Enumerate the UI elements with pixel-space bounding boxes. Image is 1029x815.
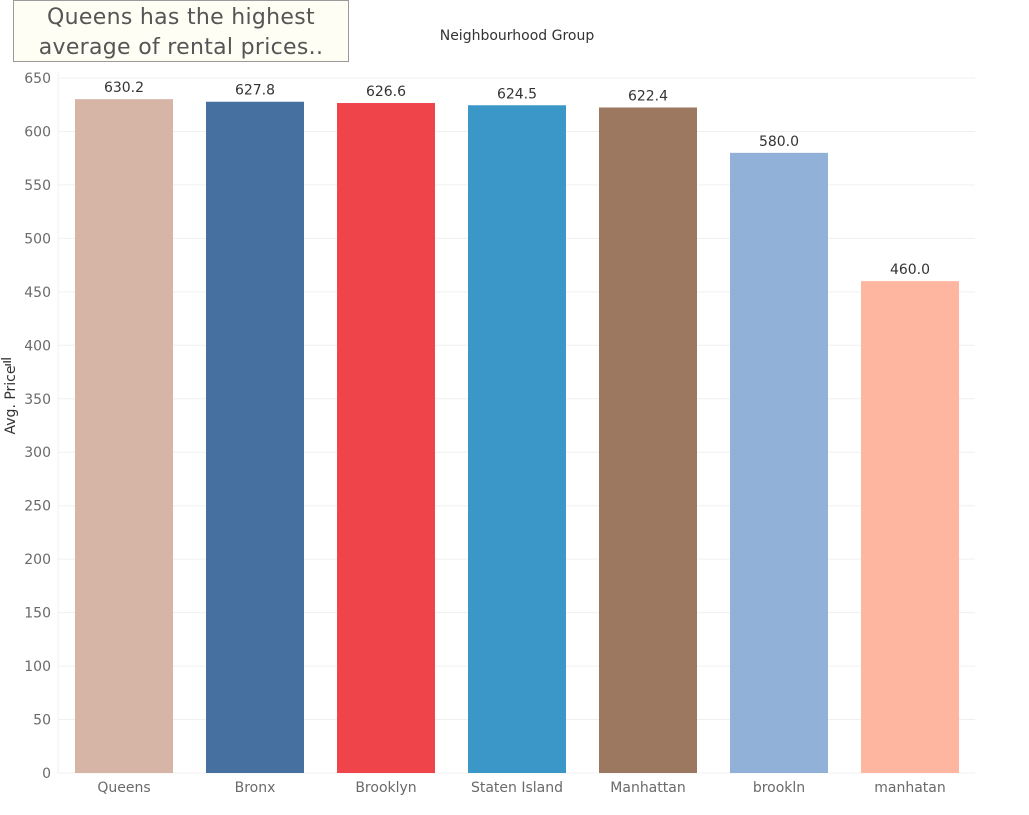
x-category-label: Manhattan xyxy=(610,780,685,796)
data-label: 626.6 xyxy=(366,84,406,100)
bars xyxy=(75,99,959,774)
y-tick-label: 100 xyxy=(24,659,51,675)
x-category-label: Brooklyn xyxy=(355,780,416,796)
y-tick-label: 50 xyxy=(33,713,51,729)
bar[interactable] xyxy=(468,105,566,773)
y-axis-label-group: Avg. Price xyxy=(3,366,19,435)
annotation-line-1: Queens has the highest xyxy=(47,5,315,30)
data-label: 624.5 xyxy=(497,86,537,102)
y-tick-label: 650 xyxy=(24,71,51,87)
bar[interactable] xyxy=(861,281,959,773)
bar[interactable] xyxy=(599,107,697,774)
y-tick-label: 250 xyxy=(24,499,51,515)
annotation-line-2: average of rental prices.. xyxy=(38,35,324,60)
y-axis-ticks: 0 50 100 150 200 250 300 350 400 450 500 550 600 650 xyxy=(24,71,51,782)
x-category-label: Queens xyxy=(97,780,150,796)
category-labels: Queens Bronx Brooklyn Staten Island Manhatta… xyxy=(97,780,945,796)
y-tick-label: 0 xyxy=(42,766,51,782)
data-label: 460.0 xyxy=(890,262,930,278)
x-category-label: Staten Island xyxy=(471,780,563,796)
y-tick-label: 600 xyxy=(24,124,51,140)
y-tick-label: 500 xyxy=(24,231,51,247)
data-label: 630.2 xyxy=(104,80,144,96)
chart-title: Neighbourhood Group xyxy=(440,28,595,44)
y-tick-label: 150 xyxy=(24,606,51,622)
bar[interactable] xyxy=(206,101,304,773)
bar[interactable] xyxy=(75,99,173,773)
y-tick-label: 450 xyxy=(24,285,51,301)
bar[interactable] xyxy=(730,152,828,773)
data-label: 580.0 xyxy=(759,134,799,150)
sort-icon[interactable] xyxy=(1,358,11,366)
data-label: 627.8 xyxy=(235,83,275,99)
y-axis-label: Avg. Price xyxy=(3,366,19,435)
data-labels: 630.2 627.8 626.6 624.5 622.4 580.0 460.0 xyxy=(104,80,930,278)
data-label: 622.4 xyxy=(628,89,668,105)
x-category-label: Bronx xyxy=(235,780,276,796)
y-tick-label: 350 xyxy=(24,392,51,408)
bar[interactable] xyxy=(337,103,435,773)
annotation-box: Queens has the highest average of rental… xyxy=(13,0,349,62)
x-category-label: manhatan xyxy=(874,780,945,796)
y-tick-label: 300 xyxy=(24,445,51,461)
x-category-label: brookln xyxy=(753,780,805,796)
y-tick-label: 400 xyxy=(24,338,51,354)
y-tick-label: 550 xyxy=(24,178,51,194)
y-tick-label: 200 xyxy=(24,552,51,568)
